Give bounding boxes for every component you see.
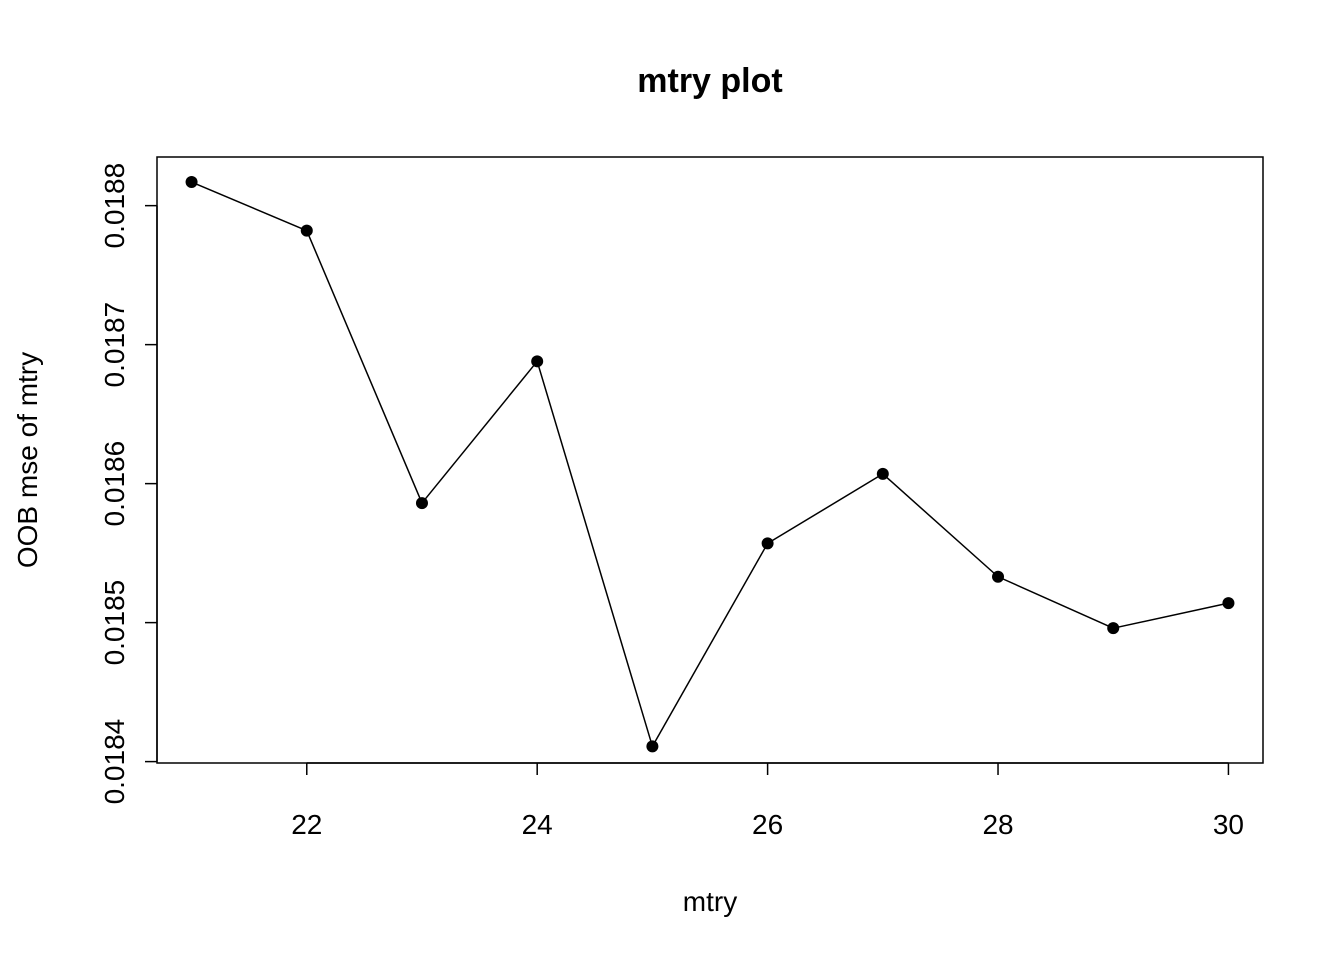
series-segment <box>651 543 769 747</box>
y-tick-label: 0.0185 <box>99 580 130 666</box>
series-segment <box>536 361 654 747</box>
chart-title: mtry plot <box>637 62 782 100</box>
y-axis-label: OOB mse of mtry <box>12 352 43 568</box>
plot-frame <box>156 156 1264 764</box>
series-segment <box>306 230 423 504</box>
data-point <box>531 355 544 368</box>
data-point <box>1107 622 1120 635</box>
y-tick-label: 0.0188 <box>99 163 130 249</box>
x-tick-label: 28 <box>982 809 1013 840</box>
data-point <box>646 740 659 753</box>
series-segment <box>997 576 1114 629</box>
y-axis: 0.0184 0.0185 0.0186 0.0187 0.0188 <box>99 163 158 805</box>
data-point <box>761 537 774 550</box>
data-point <box>876 467 889 480</box>
data-point <box>300 224 313 237</box>
x-axis: 22 24 26 28 30 <box>291 762 1244 840</box>
data-point <box>415 497 428 510</box>
series-line <box>185 176 1235 753</box>
series-segment <box>882 473 999 578</box>
x-tick-label: 24 <box>522 809 553 840</box>
x-tick-label: 30 <box>1213 809 1244 840</box>
x-tick-label: 22 <box>291 809 322 840</box>
data-point <box>1222 597 1235 610</box>
series-segment <box>1113 602 1229 629</box>
y-tick-label: 0.0186 <box>99 441 130 527</box>
series-segment <box>767 473 884 545</box>
series-segment <box>191 181 308 232</box>
data-point <box>992 570 1005 583</box>
series-segment <box>421 360 538 504</box>
x-tick-label: 26 <box>752 809 783 840</box>
y-tick-label: 0.0184 <box>99 719 130 805</box>
y-tick-label: 0.0187 <box>99 302 130 388</box>
x-axis-label: mtry <box>683 886 737 917</box>
data-point <box>185 176 198 189</box>
